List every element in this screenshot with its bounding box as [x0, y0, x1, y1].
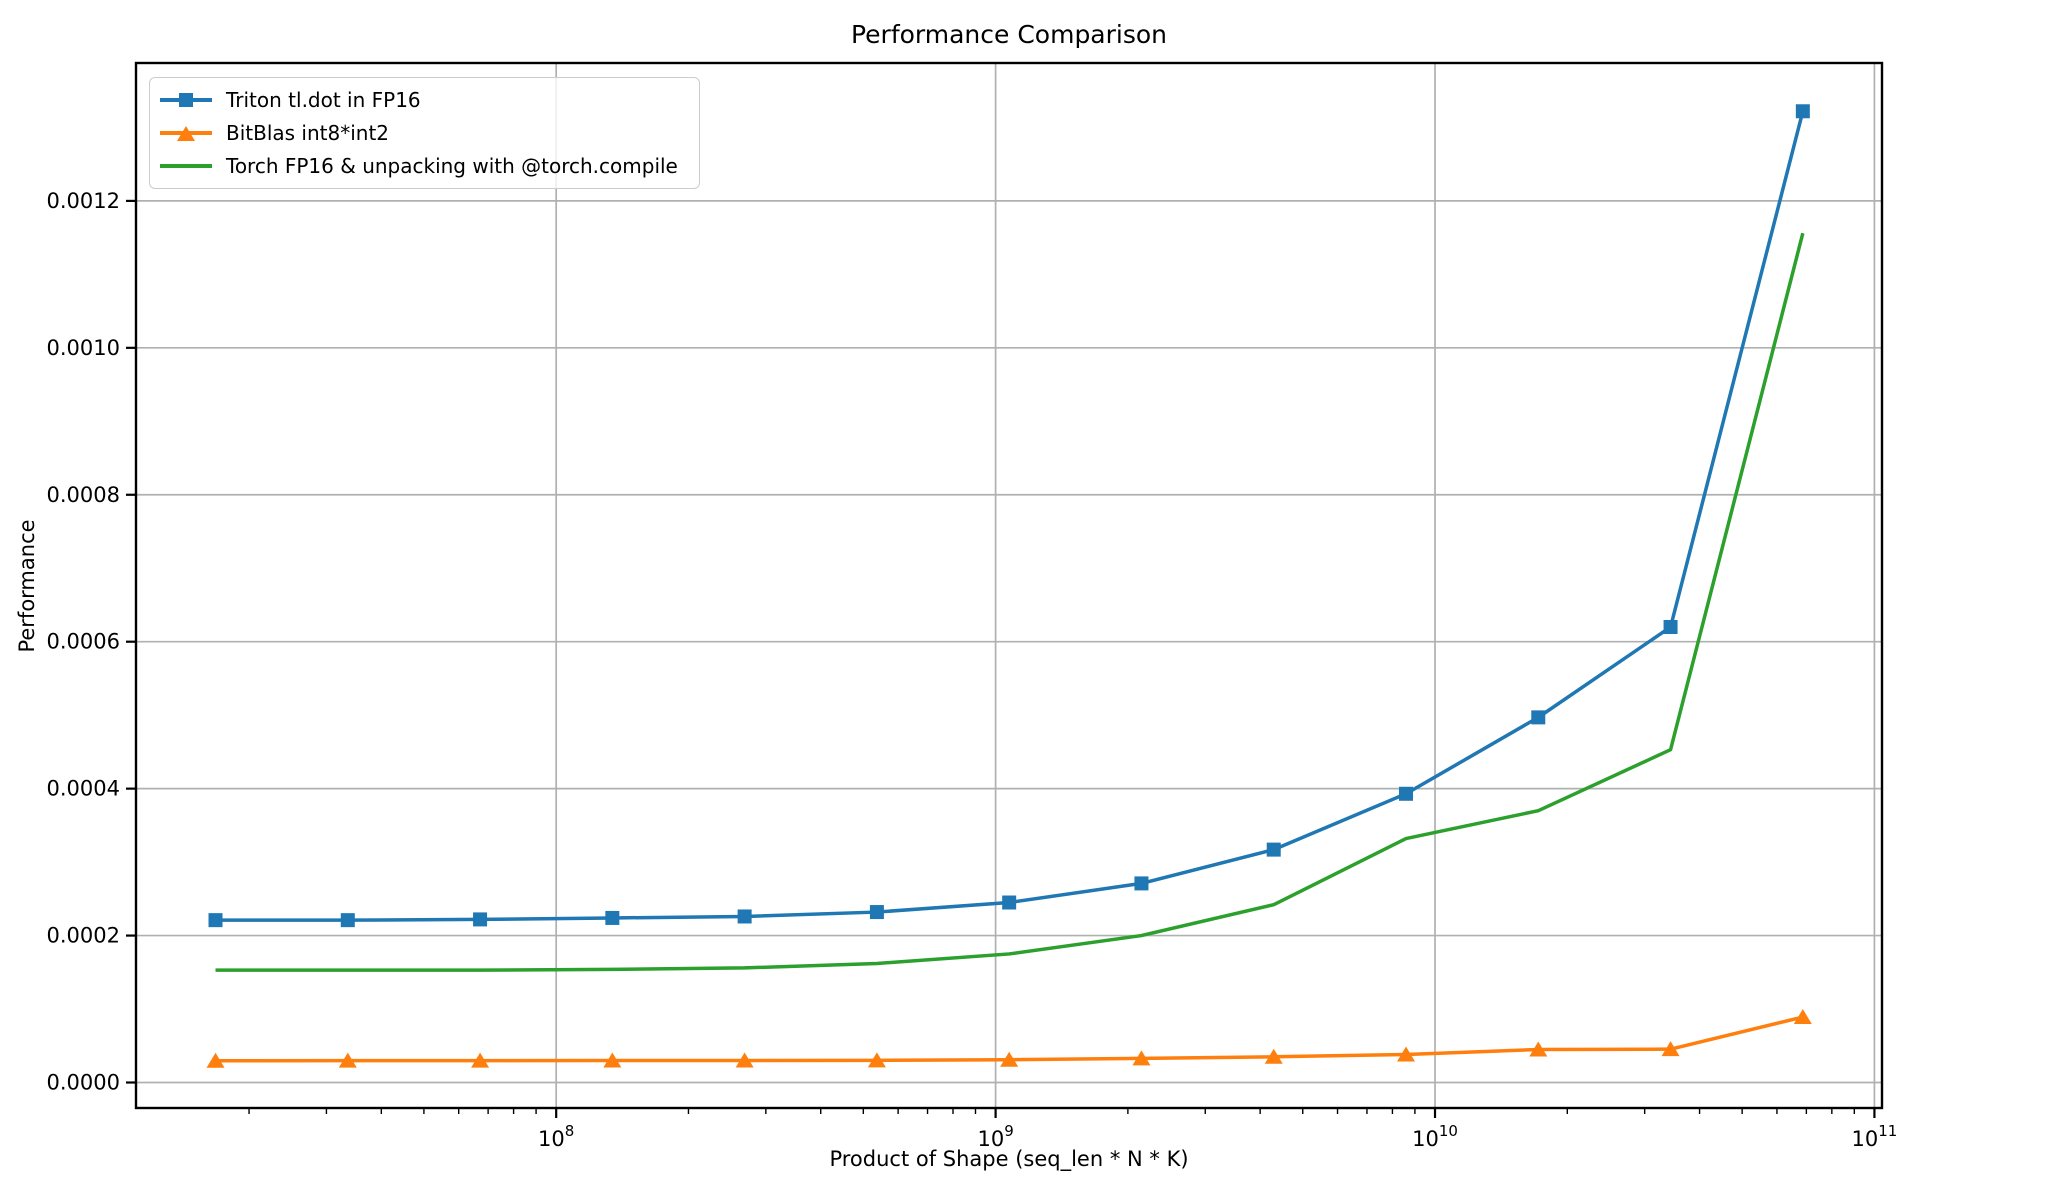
y-tick-label: 0.0006 — [47, 630, 120, 654]
x-tick-label: 1010 — [1412, 1122, 1458, 1151]
square-marker-icon — [179, 93, 193, 108]
data-point-square — [1663, 620, 1678, 635]
data-point-square — [1531, 710, 1546, 725]
data-point-square — [340, 913, 355, 928]
x-tick-label: 108 — [538, 1122, 574, 1151]
data-point-square — [1795, 104, 1810, 119]
data-line — [215, 232, 1805, 972]
x-axis-label: Product of Shape (seq_len * N * K) — [829, 1147, 1189, 1171]
y-tick-label: 0.0010 — [47, 336, 120, 360]
legend-item: BitBlas int8*int2 — [160, 117, 689, 150]
legend-swatch — [160, 93, 212, 108]
legend-swatch — [160, 125, 212, 141]
data-point-triangle — [471, 1052, 490, 1068]
line-sample-icon — [160, 163, 212, 168]
data-point-triangle — [735, 1052, 754, 1068]
data-point-square — [473, 912, 488, 927]
y-tick-label: 0.0004 — [47, 777, 120, 801]
data-point-square — [605, 910, 620, 925]
x-tick-label: 1011 — [1852, 1122, 1898, 1151]
y-tick-label: 0.0000 — [47, 1071, 120, 1095]
chart-title: Performance Comparison — [850, 20, 1168, 49]
legend-item: Torch FP16 & unpacking with @torch.compi… — [160, 149, 689, 182]
data-point-square — [1134, 876, 1149, 891]
data-point-triangle — [1793, 1009, 1812, 1025]
x-tick-label: 109 — [977, 1122, 1013, 1151]
y-tick-label: 0.0002 — [47, 924, 120, 948]
data-point-square — [208, 913, 223, 928]
data-point-triangle — [1397, 1046, 1416, 1062]
legend: Triton tl.dot in FP16 BitBlas int8*int2 … — [149, 77, 700, 189]
data-point-triangle — [338, 1052, 357, 1068]
data-point-triangle — [1000, 1051, 1019, 1067]
data-point-triangle — [867, 1052, 886, 1068]
legend-item: Triton tl.dot in FP16 — [160, 84, 689, 117]
legend-label: BitBlas int8*int2 — [226, 121, 390, 145]
y-axis-label: Performance — [15, 519, 39, 653]
data-point-triangle — [603, 1052, 622, 1068]
data-point-square — [1399, 786, 1414, 801]
triangle-marker-icon — [177, 125, 195, 141]
data-point-triangle — [1264, 1048, 1283, 1064]
data-point-triangle — [206, 1052, 225, 1068]
data-point-triangle — [1529, 1041, 1548, 1057]
legend-label: Triton tl.dot in FP16 — [226, 88, 421, 113]
data-point-triangle — [1661, 1041, 1680, 1057]
data-point-square — [737, 909, 752, 924]
legend-label: Torch FP16 & unpacking with @torch.compi… — [226, 153, 678, 178]
data-point-square — [1266, 842, 1281, 857]
data-point-square — [1002, 895, 1017, 910]
y-tick-label: 0.0008 — [47, 483, 120, 507]
data-point-square — [869, 905, 884, 920]
y-tick-label: 0.0012 — [47, 189, 120, 213]
data-point-triangle — [1132, 1050, 1151, 1066]
